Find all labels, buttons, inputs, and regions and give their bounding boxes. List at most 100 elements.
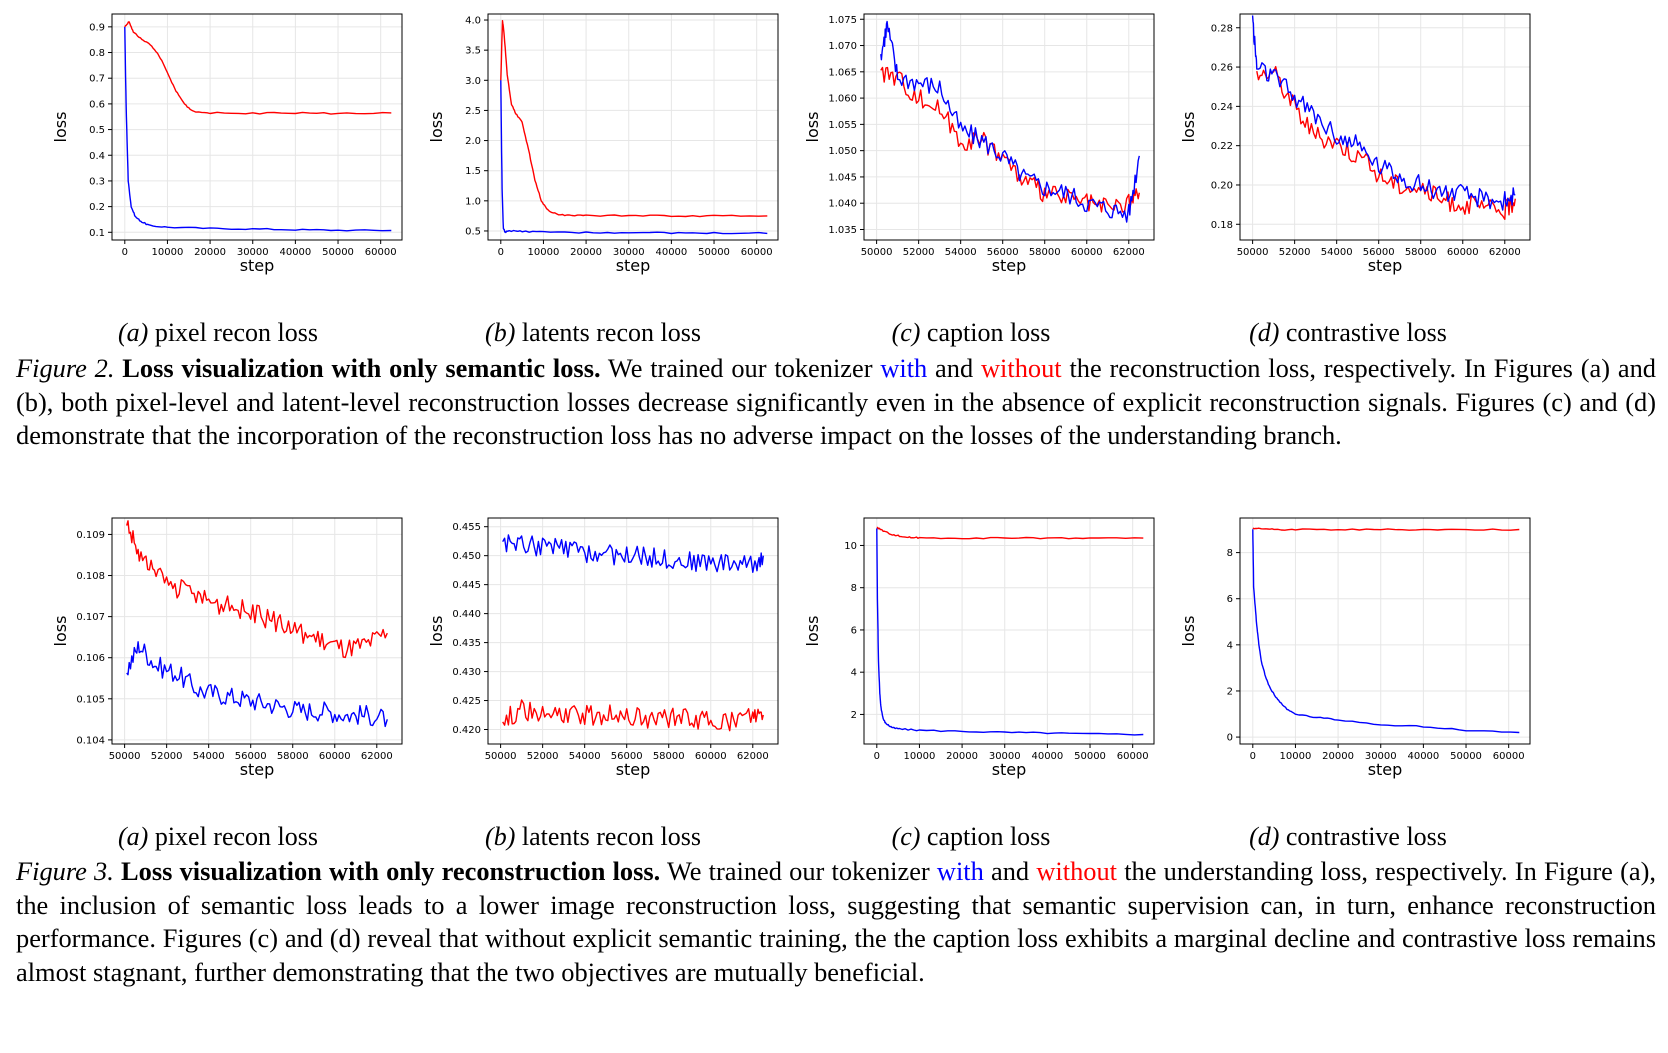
subcaption: (d) contrastive loss xyxy=(1148,318,1548,348)
x-tick-label: 20000 xyxy=(1322,751,1354,762)
x-tick-label: 62000 xyxy=(1113,247,1145,258)
x-tick-label: 50000 xyxy=(109,751,141,762)
without-word: without xyxy=(1036,856,1117,886)
subcaption-letter: (c) xyxy=(891,822,921,851)
plot-frame xyxy=(487,13,779,241)
figure-title: Loss visualization with only semantic lo… xyxy=(122,353,601,383)
y-tick-label: 1.5 xyxy=(465,166,481,177)
caption-loss-chart: 50000 52000 54000 56000 58000 60000 62000 1.035… xyxy=(803,13,1155,275)
y-tick-label: 0.450 xyxy=(452,551,481,562)
y-tick-label: 0.3 xyxy=(89,176,105,187)
plot-frame xyxy=(487,517,779,745)
contrastive-loss-chart: 0 10000 20000 30000 40000 50000 60000 0 2 4 6 8 step… xyxy=(1179,517,1531,779)
y-tick-label: 0.430 xyxy=(452,667,481,678)
y-axis-label: loss xyxy=(803,112,822,143)
x-tick-label: 60000 xyxy=(1071,247,1103,258)
series-line-without xyxy=(1256,65,1516,220)
x-axis-label: step xyxy=(616,760,651,779)
series-line-without xyxy=(880,66,1140,213)
series-line-with xyxy=(1252,529,1520,734)
y-tick-label: 4 xyxy=(851,668,857,679)
subcaption-text: pixel recon loss xyxy=(148,318,318,347)
pixel-recon-loss-chart: 0 10000 20000 30000 40000 50000 60000 0.1 0.2 0.3… xyxy=(51,13,403,275)
x-tick-label: 52000 xyxy=(903,247,935,258)
y-axis-label: loss xyxy=(51,112,70,143)
y-tick-label: 4.0 xyxy=(465,16,481,27)
x-tick-label: 60000 xyxy=(1117,751,1149,762)
x-tick-label: 54000 xyxy=(945,247,977,258)
x-tick-label: 50000 xyxy=(1237,247,1269,258)
subcaption-letter: (b) xyxy=(485,318,516,347)
caption-text: and xyxy=(927,353,981,383)
y-tick-label: 0.440 xyxy=(452,609,481,620)
x-tick-label: 54000 xyxy=(193,751,225,762)
y-axis-label: loss xyxy=(51,616,70,647)
caption-text: We trained our tokenizer xyxy=(660,856,937,886)
subcaption-text: pixel recon loss xyxy=(148,822,318,851)
series-line-without xyxy=(126,520,388,659)
subcaption-text: contrastive loss xyxy=(1279,318,1447,347)
y-tick-label: 0.4 xyxy=(89,151,105,162)
y-tick-label: 0.6 xyxy=(89,99,105,110)
figure-label: Figure 2. xyxy=(16,353,115,383)
x-tick-label: 60000 xyxy=(1447,247,1479,258)
subcaption-letter: (a) xyxy=(117,318,149,347)
x-tick-label: 62000 xyxy=(1489,247,1521,258)
y-tick-label: 1.070 xyxy=(828,41,857,52)
subcaption: (a) pixel recon loss xyxy=(18,318,418,348)
y-tick-label: 10 xyxy=(844,541,857,552)
y-tick-label: 0.20 xyxy=(1211,180,1233,191)
series-line-with xyxy=(124,26,392,232)
chart-panel: 50000 52000 54000 56000 58000 60000 62000 1.035… xyxy=(772,0,1172,300)
x-tick-label: 60000 xyxy=(365,247,397,258)
y-tick-label: 2.0 xyxy=(465,136,481,147)
x-tick-label: 30000 xyxy=(989,751,1021,762)
caption-text: and xyxy=(983,856,1037,886)
y-tick-label: 0.28 xyxy=(1211,23,1233,34)
subcaption-letter: (d) xyxy=(1249,822,1280,851)
y-tick-label: 1.0 xyxy=(465,196,481,207)
y-tick-label: 0.2 xyxy=(89,202,105,213)
y-tick-label: 0.26 xyxy=(1211,63,1233,74)
x-tick-label: 58000 xyxy=(653,751,685,762)
x-axis-label: step xyxy=(1368,760,1403,779)
x-tick-label: 40000 xyxy=(655,247,687,258)
subcaption-letter: (b) xyxy=(485,822,516,851)
chart-panel: 0 10000 20000 30000 40000 50000 60000 0.1 0.2 0.3… xyxy=(20,0,420,300)
y-tick-label: 4 xyxy=(1227,640,1233,651)
x-tick-label: 40000 xyxy=(279,247,311,258)
subcaption-text: caption loss xyxy=(920,822,1051,851)
x-tick-label: 50000 xyxy=(861,247,893,258)
series-line-with xyxy=(1251,15,1516,211)
x-tick-label: 50000 xyxy=(322,247,354,258)
y-tick-label: 3.5 xyxy=(465,46,481,57)
series-line-without xyxy=(124,21,392,115)
subcaption-text: caption loss xyxy=(920,318,1051,347)
x-tick-label: 62000 xyxy=(361,751,393,762)
x-tick-label: 52000 xyxy=(151,751,183,762)
plot-frame xyxy=(111,13,403,241)
figure-label: Figure 3. xyxy=(16,856,114,886)
y-tick-label: 3.0 xyxy=(465,76,481,87)
subcaption: (d) contrastive loss xyxy=(1148,822,1548,852)
y-tick-label: 1.060 xyxy=(828,94,857,105)
x-tick-label: 56000 xyxy=(235,751,267,762)
figure-3-caption: Figure 3. Loss visualization with only r… xyxy=(16,855,1656,989)
y-tick-label: 0.107 xyxy=(76,612,105,623)
y-tick-label: 0.425 xyxy=(452,696,481,707)
subcaption-text: contrastive loss xyxy=(1279,822,1447,851)
y-tick-label: 1.050 xyxy=(828,146,857,157)
x-tick-label: 62000 xyxy=(737,751,769,762)
y-tick-label: 0.8 xyxy=(89,48,105,59)
y-tick-label: 0.109 xyxy=(76,530,105,541)
chart-panel: 50000 52000 54000 56000 58000 60000 62000 0.104… xyxy=(20,504,420,804)
x-tick-label: 52000 xyxy=(1279,247,1311,258)
y-tick-label: 0.420 xyxy=(452,725,481,736)
x-tick-label: 56000 xyxy=(1363,247,1395,258)
x-tick-label: 0 xyxy=(498,247,504,258)
series-line-with xyxy=(880,20,1140,223)
chart-panel: 0 10000 20000 30000 40000 50000 60000 2 4 6 8 10 ste… xyxy=(772,504,1172,804)
x-tick-label: 50000 xyxy=(1450,751,1482,762)
series-line-without xyxy=(500,20,768,218)
y-tick-label: 8 xyxy=(851,583,857,594)
